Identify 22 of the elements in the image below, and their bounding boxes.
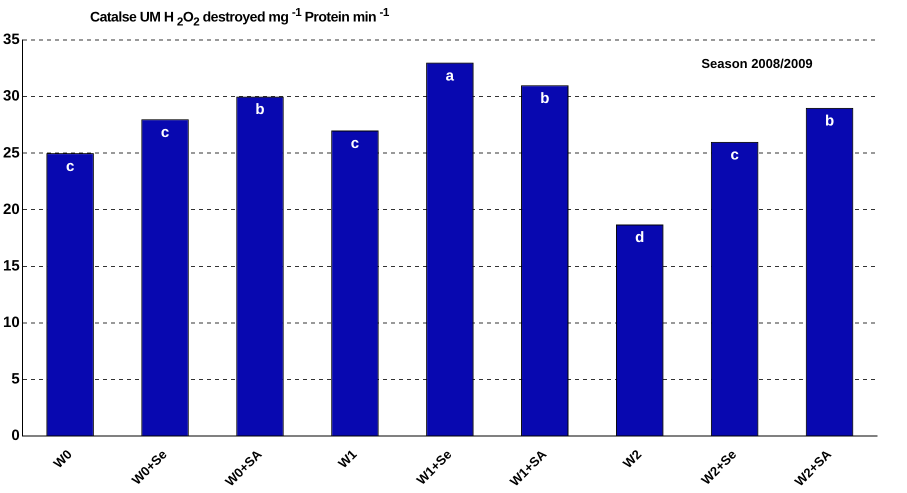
data-label: d [635, 229, 644, 246]
y-tick-label: 25 [2, 144, 20, 162]
data-label: c [66, 158, 74, 175]
data-label: a [446, 67, 455, 84]
y-tick-label: 20 [2, 200, 20, 218]
y-tick-label: 5 [11, 370, 20, 388]
y-axis-title: Catalse UM H $_{2}$O$_{2}$ destroyed mg $^{-1}$ Protein min $^{-1}$ [90, 6, 389, 28]
y-tick-label: 10 [2, 314, 20, 332]
x-tick-label: W1 [335, 446, 360, 471]
data-label: b [824, 112, 834, 130]
annotation: Season 2008/2009 [701, 56, 813, 72]
data-label: b [540, 90, 550, 107]
y-tick-label: 35 [2, 31, 20, 48]
data-label: c [160, 124, 170, 141]
y-tick-label: 30 [2, 88, 20, 105]
y-tick-label: 0 [11, 427, 20, 444]
data-label: c [730, 146, 739, 164]
x-tick-label: W0 [50, 446, 75, 471]
y-tick-label: 15 [2, 257, 20, 274]
data-label: c [350, 135, 360, 152]
data-label: b [255, 101, 265, 118]
x-tick-label: W2 [620, 446, 644, 471]
